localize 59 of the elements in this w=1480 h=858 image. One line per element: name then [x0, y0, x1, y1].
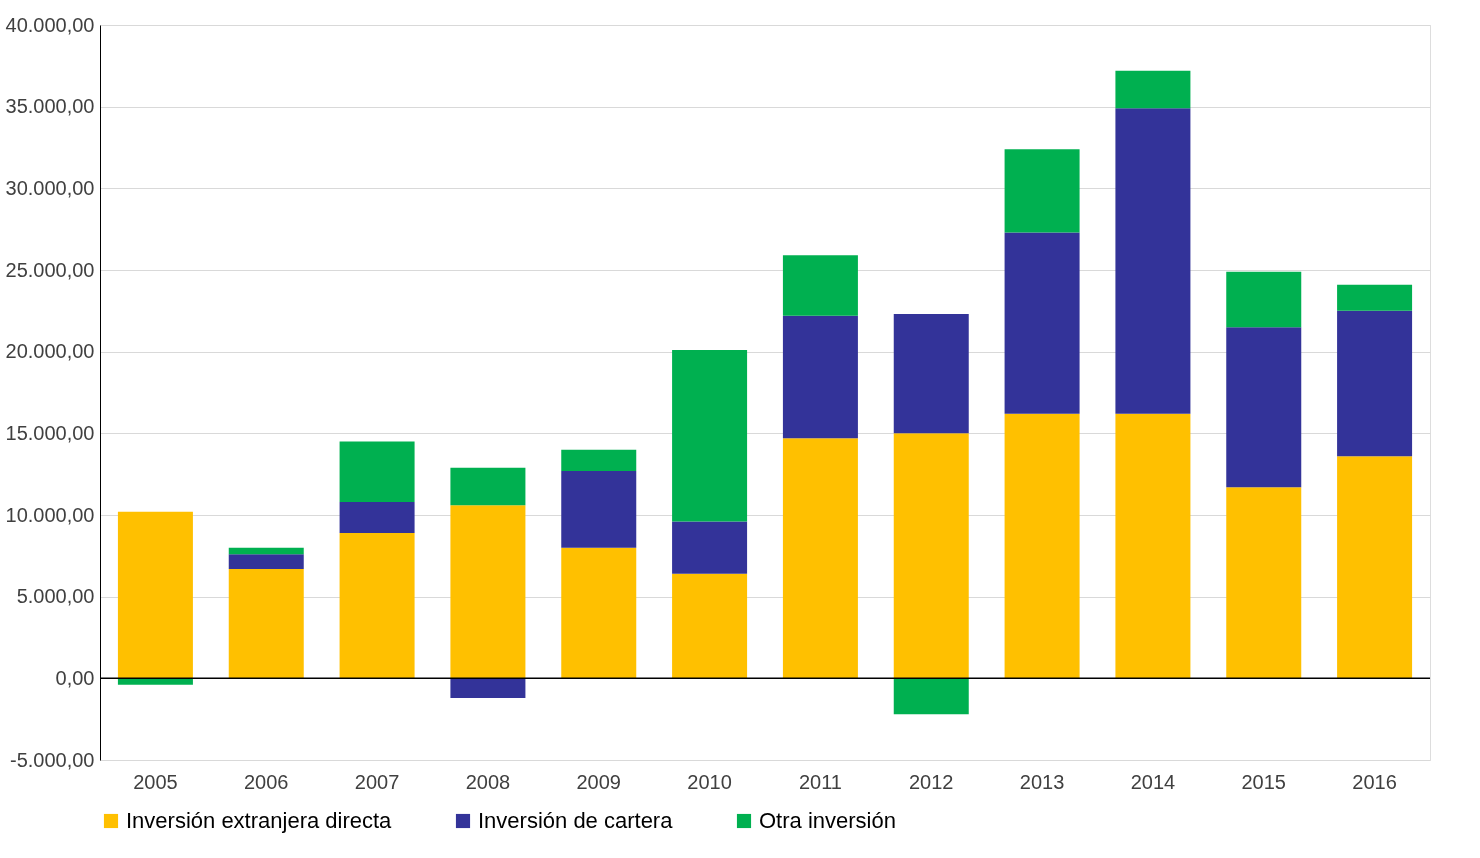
bar	[1337, 284, 1413, 311]
bar	[893, 433, 969, 679]
y-tick-label: 15.000,00	[5, 421, 95, 444]
bar	[1004, 413, 1080, 679]
y-tick-label: 0,00	[55, 666, 95, 689]
legend-label: Inversión extranjera directa	[126, 808, 393, 833]
x-tick-label: 2011	[798, 770, 842, 793]
x-tick-label: 2012	[909, 770, 954, 793]
bar	[672, 521, 748, 574]
bar	[1004, 149, 1080, 233]
bar	[339, 441, 415, 502]
bar	[1226, 271, 1302, 328]
x-tick-label: 2005	[133, 770, 178, 793]
bar	[228, 554, 304, 569]
bar	[1226, 487, 1302, 679]
bar	[339, 501, 415, 533]
bar	[561, 547, 637, 679]
bar	[117, 511, 193, 679]
y-tick-label: 35.000,00	[5, 95, 95, 118]
legend-label: Otra inversión	[759, 808, 896, 833]
bar	[1115, 70, 1191, 109]
bar	[893, 314, 969, 434]
x-tick-label: 2015	[1241, 770, 1286, 793]
bar	[782, 315, 858, 439]
bar	[782, 438, 858, 679]
bar	[672, 573, 748, 679]
bar	[339, 532, 415, 679]
bar	[228, 547, 304, 555]
bar	[893, 678, 969, 715]
x-tick-label: 2013	[1019, 770, 1065, 793]
y-tick-label: 20.000,00	[5, 340, 95, 363]
x-tick-label: 2008	[465, 770, 511, 793]
x-tick-label: 2016	[1352, 770, 1397, 793]
bar	[450, 505, 526, 679]
bar	[1226, 327, 1302, 488]
bar	[228, 568, 304, 679]
y-tick-label: 10.000,00	[5, 503, 95, 526]
x-tick-label: 2009	[576, 770, 621, 793]
bar	[1004, 232, 1080, 414]
bar	[782, 255, 858, 316]
bar	[450, 678, 526, 698]
x-tick-label: 2006	[244, 770, 289, 793]
bar	[1337, 456, 1413, 679]
bar	[561, 449, 637, 471]
y-tick-label: 40.000,00	[5, 13, 95, 36]
bar	[450, 467, 526, 506]
bar	[1337, 310, 1413, 457]
bar	[672, 350, 748, 522]
bar	[561, 470, 637, 548]
y-tick-label: -5.000,00	[9, 748, 95, 771]
x-tick-label: 2010	[687, 770, 732, 793]
y-tick-label: 25.000,00	[5, 258, 95, 281]
x-tick-label: 2007	[354, 770, 400, 793]
bar	[1115, 413, 1191, 679]
y-tick-label: 30.000,00	[5, 176, 95, 199]
legend-label: Inversión de cartera	[478, 808, 674, 833]
x-tick-label: 2014	[1130, 770, 1176, 793]
bar	[1115, 108, 1191, 414]
y-tick-label: 5.000,00	[16, 585, 95, 608]
